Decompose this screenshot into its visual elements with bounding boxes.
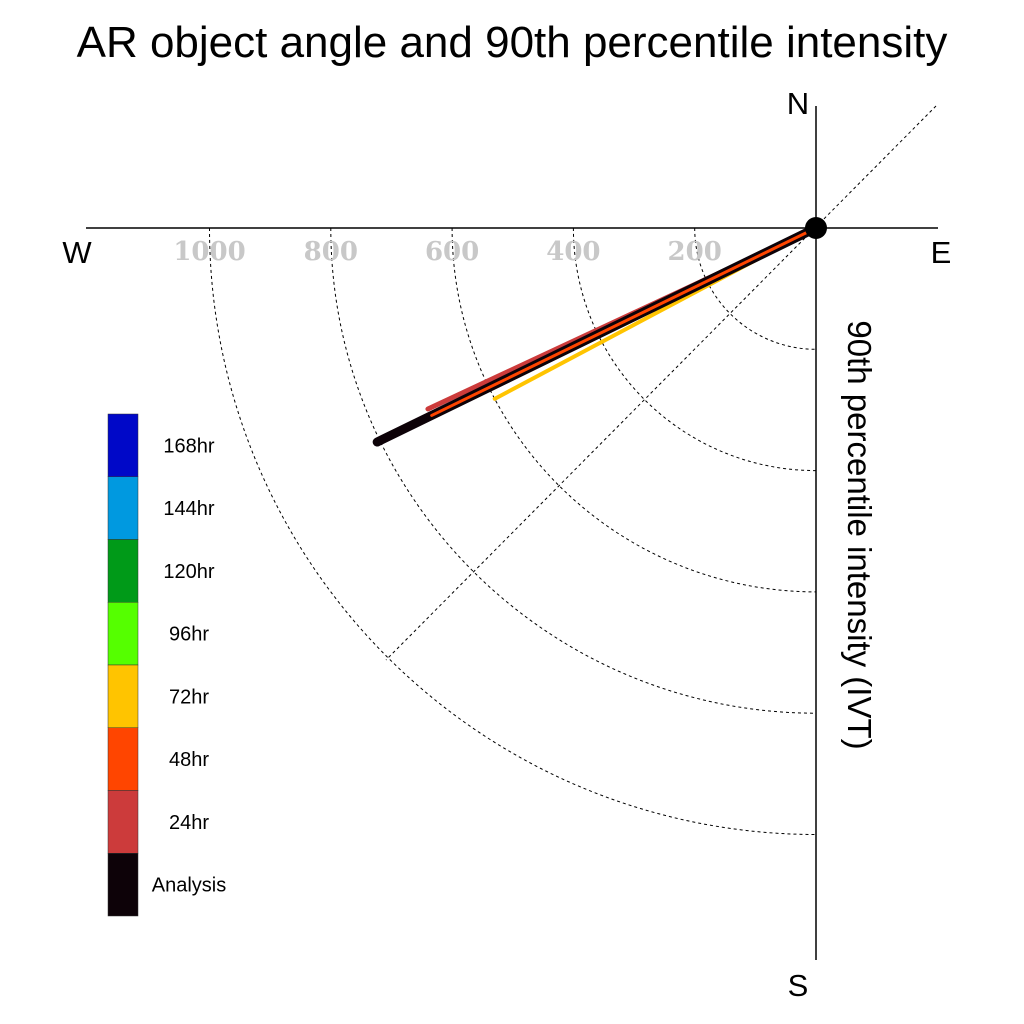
legend-label-168hr: 168hr [163,435,214,457]
legend-label-24hr: 24hr [169,812,209,834]
ring-200 [694,227,817,350]
legend-label-48hr: 48hr [169,749,209,771]
chart-title: AR object angle and 90th percentile inte… [77,18,948,67]
origin-marker [805,217,827,239]
legend-swatch-analysis [107,853,139,917]
legend-label-120hr: 120hr [163,561,214,583]
radial-axis-title: 90th percentile intensity (IVT) [841,320,878,749]
ring-1000 [209,227,817,835]
vector-series [372,223,821,447]
legend-swatch-96hr [107,602,139,666]
legend-swatch-168hr [107,413,139,477]
ring-label-200: 200 [668,237,722,267]
diagonal-reference-line [385,105,937,661]
compass-west-label: W [62,235,92,270]
ring-labels: 200 400 600 800 1000 [173,237,722,267]
ring-label-1000: 1000 [173,237,245,267]
legend-label-analysis: Analysis [152,875,226,897]
compass-south-label: S [788,968,809,1003]
legend-swatch-72hr [107,664,139,728]
ring-label-600: 600 [425,237,479,267]
legend-label-96hr: 96hr [169,624,209,646]
ring-label-400: 400 [546,237,600,267]
vector-48hr-overlay [430,226,818,417]
ring-600 [451,227,817,593]
legend-swatch-48hr [107,727,139,791]
legend-swatch-24hr [107,790,139,854]
ring-800 [330,227,817,714]
legend-swatch-144hr [107,476,139,540]
compass-north-label: N [787,86,809,121]
legend: 168hr 144hr 120hr 96hr 72hr 48hr 24hr Analysis [107,413,226,917]
compass-east-label: E [931,235,952,270]
ring-400 [572,227,817,472]
legend-label-72hr: 72hr [169,686,209,708]
polar-grid [209,227,817,835]
legend-label-144hr: 144hr [163,498,214,520]
ring-label-800: 800 [304,237,358,267]
legend-swatch-120hr [107,539,139,603]
